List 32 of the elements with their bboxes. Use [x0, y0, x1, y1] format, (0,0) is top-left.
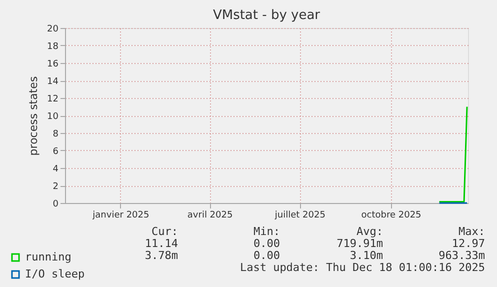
text: 0.00: [254, 249, 280, 262]
x-tick-label: avril 2025: [187, 210, 233, 220]
y-tick-label: 4: [52, 164, 59, 174]
chart-title: VMstat - by year: [212, 8, 321, 23]
y-axis-title: process states: [27, 76, 40, 156]
text: 0.00: [254, 237, 280, 250]
y-tick-label: 10: [47, 112, 59, 122]
y-tick-label: 18: [47, 42, 59, 52]
x-tick-label: octobre 2025: [361, 210, 422, 220]
y-tick-label: 12: [47, 94, 58, 104]
legend-label: running: [25, 250, 72, 264]
y-tick-label: 8: [52, 130, 59, 140]
text: Last update: Thu Dec 18 01:00:16 2025: [240, 261, 485, 274]
y-tick-label: 0: [52, 200, 59, 210]
y-tick-label: 6: [52, 147, 59, 157]
y-tick-label: 16: [47, 60, 59, 70]
text: Min:: [254, 225, 280, 238]
text: 963.33m: [438, 249, 485, 262]
text: 719.91m: [336, 237, 383, 250]
text: 11.14: [144, 237, 178, 250]
text: 12.97: [452, 237, 485, 250]
y-tick-label: 2: [52, 182, 58, 192]
text: Max:: [458, 225, 485, 238]
x-tick-label: juillet 2025: [274, 210, 326, 220]
y-tick-label: 20: [47, 24, 59, 34]
text: Cur:: [152, 225, 178, 238]
text: 3.78m: [144, 249, 178, 262]
legend-label: I/O sleep: [25, 268, 85, 280]
y-tick-label: 14: [47, 77, 59, 87]
text: 3.10m: [350, 249, 383, 262]
text: Avg:: [356, 225, 383, 238]
x-tick-label: janvier 2025: [92, 210, 150, 220]
